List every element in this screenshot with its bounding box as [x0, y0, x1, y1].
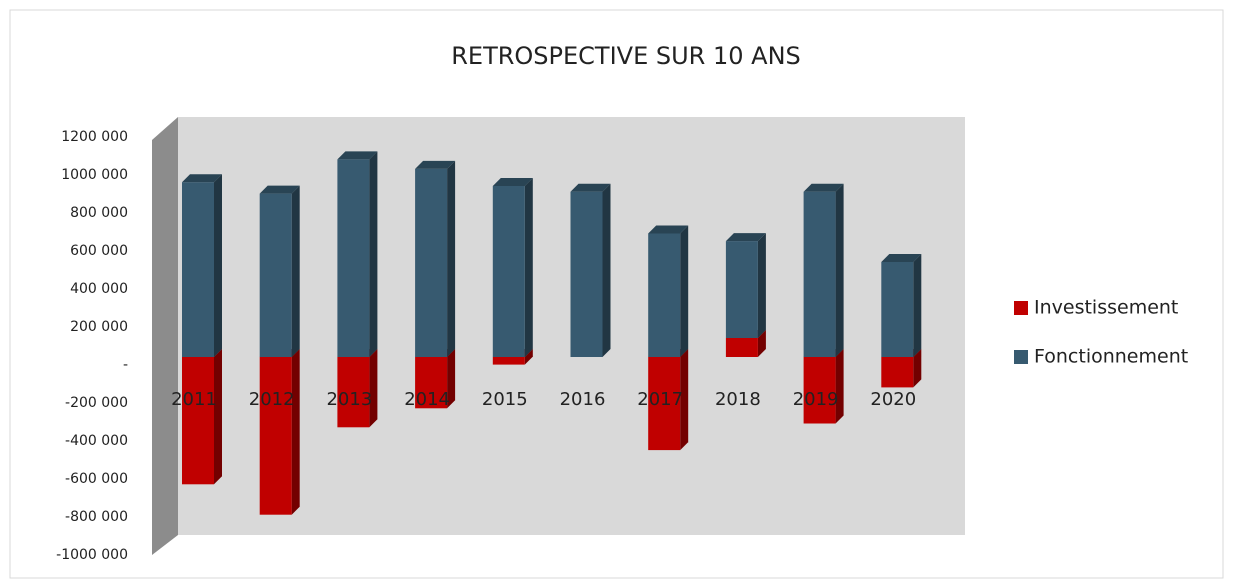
bar-top	[881, 254, 922, 262]
chart-title: RETROSPECTIVE SUR 10 ANS	[451, 42, 801, 70]
x-tick-label: 2018	[715, 389, 761, 410]
bar	[182, 357, 214, 485]
bar	[492, 186, 525, 357]
bar-top	[415, 160, 456, 169]
legend-swatch	[1014, 350, 1028, 364]
x-tick-label: 2013	[326, 389, 372, 410]
bar-side	[835, 183, 844, 357]
y-tick-label: 400 000	[70, 281, 128, 297]
bar-side	[291, 349, 300, 515]
bar-side	[447, 160, 456, 357]
x-tick-label: 2020	[870, 389, 916, 410]
y-tick-label: -400 000	[65, 433, 128, 449]
bar-side	[602, 183, 611, 357]
x-tick-label: 2015	[482, 389, 528, 410]
legend-label: Investissement	[1034, 297, 1178, 319]
bar	[259, 357, 292, 515]
y-tick-label: -1000 000	[56, 547, 128, 563]
bar-side	[369, 151, 378, 357]
y-tick-label: -600 000	[65, 471, 128, 487]
x-tick-label: 2017	[637, 389, 683, 410]
y-tick-label: -	[123, 357, 128, 373]
bar-top	[570, 183, 611, 192]
legend-swatch	[1014, 301, 1028, 315]
bar	[182, 182, 214, 357]
bar	[725, 241, 758, 338]
bar-top	[182, 174, 222, 183]
bar	[881, 262, 914, 357]
y-tick-label: 1200 000	[61, 129, 128, 145]
side-wall	[152, 117, 178, 555]
bar-top	[725, 233, 766, 242]
bar-side	[447, 349, 456, 409]
x-tick-label: 2019	[793, 389, 839, 410]
bar	[570, 191, 603, 357]
bar-side	[214, 349, 222, 485]
x-tick-label: 2014	[404, 389, 450, 410]
bar-side	[680, 349, 689, 451]
x-tick-label: 2016	[560, 389, 606, 410]
bar	[803, 357, 836, 424]
bar-side	[524, 349, 533, 365]
bar-side	[835, 349, 844, 424]
legend-label: Fonctionnement	[1034, 346, 1188, 368]
bar	[337, 357, 370, 428]
bar	[415, 357, 448, 409]
bar	[881, 357, 914, 388]
y-tick-label: 200 000	[70, 319, 128, 335]
bar	[415, 168, 448, 357]
bar-side	[369, 349, 378, 428]
y-tick-label: -800 000	[65, 509, 128, 525]
bar-side	[913, 349, 922, 388]
bar-side	[291, 185, 300, 357]
bar	[648, 357, 681, 451]
x-tick-label: 2011	[171, 389, 217, 410]
bar	[259, 193, 292, 357]
bar-top	[259, 185, 300, 194]
bar-top	[803, 183, 844, 192]
y-tick-label: -200 000	[65, 395, 128, 411]
y-tick-label: 600 000	[70, 243, 128, 259]
y-tick-label: 800 000	[70, 205, 128, 221]
bar	[725, 338, 758, 357]
bar-side	[524, 178, 533, 357]
bar-side	[680, 225, 689, 357]
bar	[648, 233, 681, 357]
bar	[492, 357, 525, 365]
bar-side	[757, 330, 766, 357]
bar-top	[648, 225, 689, 234]
bar-side	[214, 174, 222, 357]
bar-side	[757, 233, 766, 338]
x-tick-label: 2012	[249, 389, 295, 410]
bar-top	[337, 151, 378, 160]
y-tick-label: 1000 000	[61, 167, 128, 183]
bar-top	[492, 178, 533, 186]
bar	[337, 159, 370, 357]
bar	[803, 191, 836, 357]
bar-side	[913, 254, 922, 357]
